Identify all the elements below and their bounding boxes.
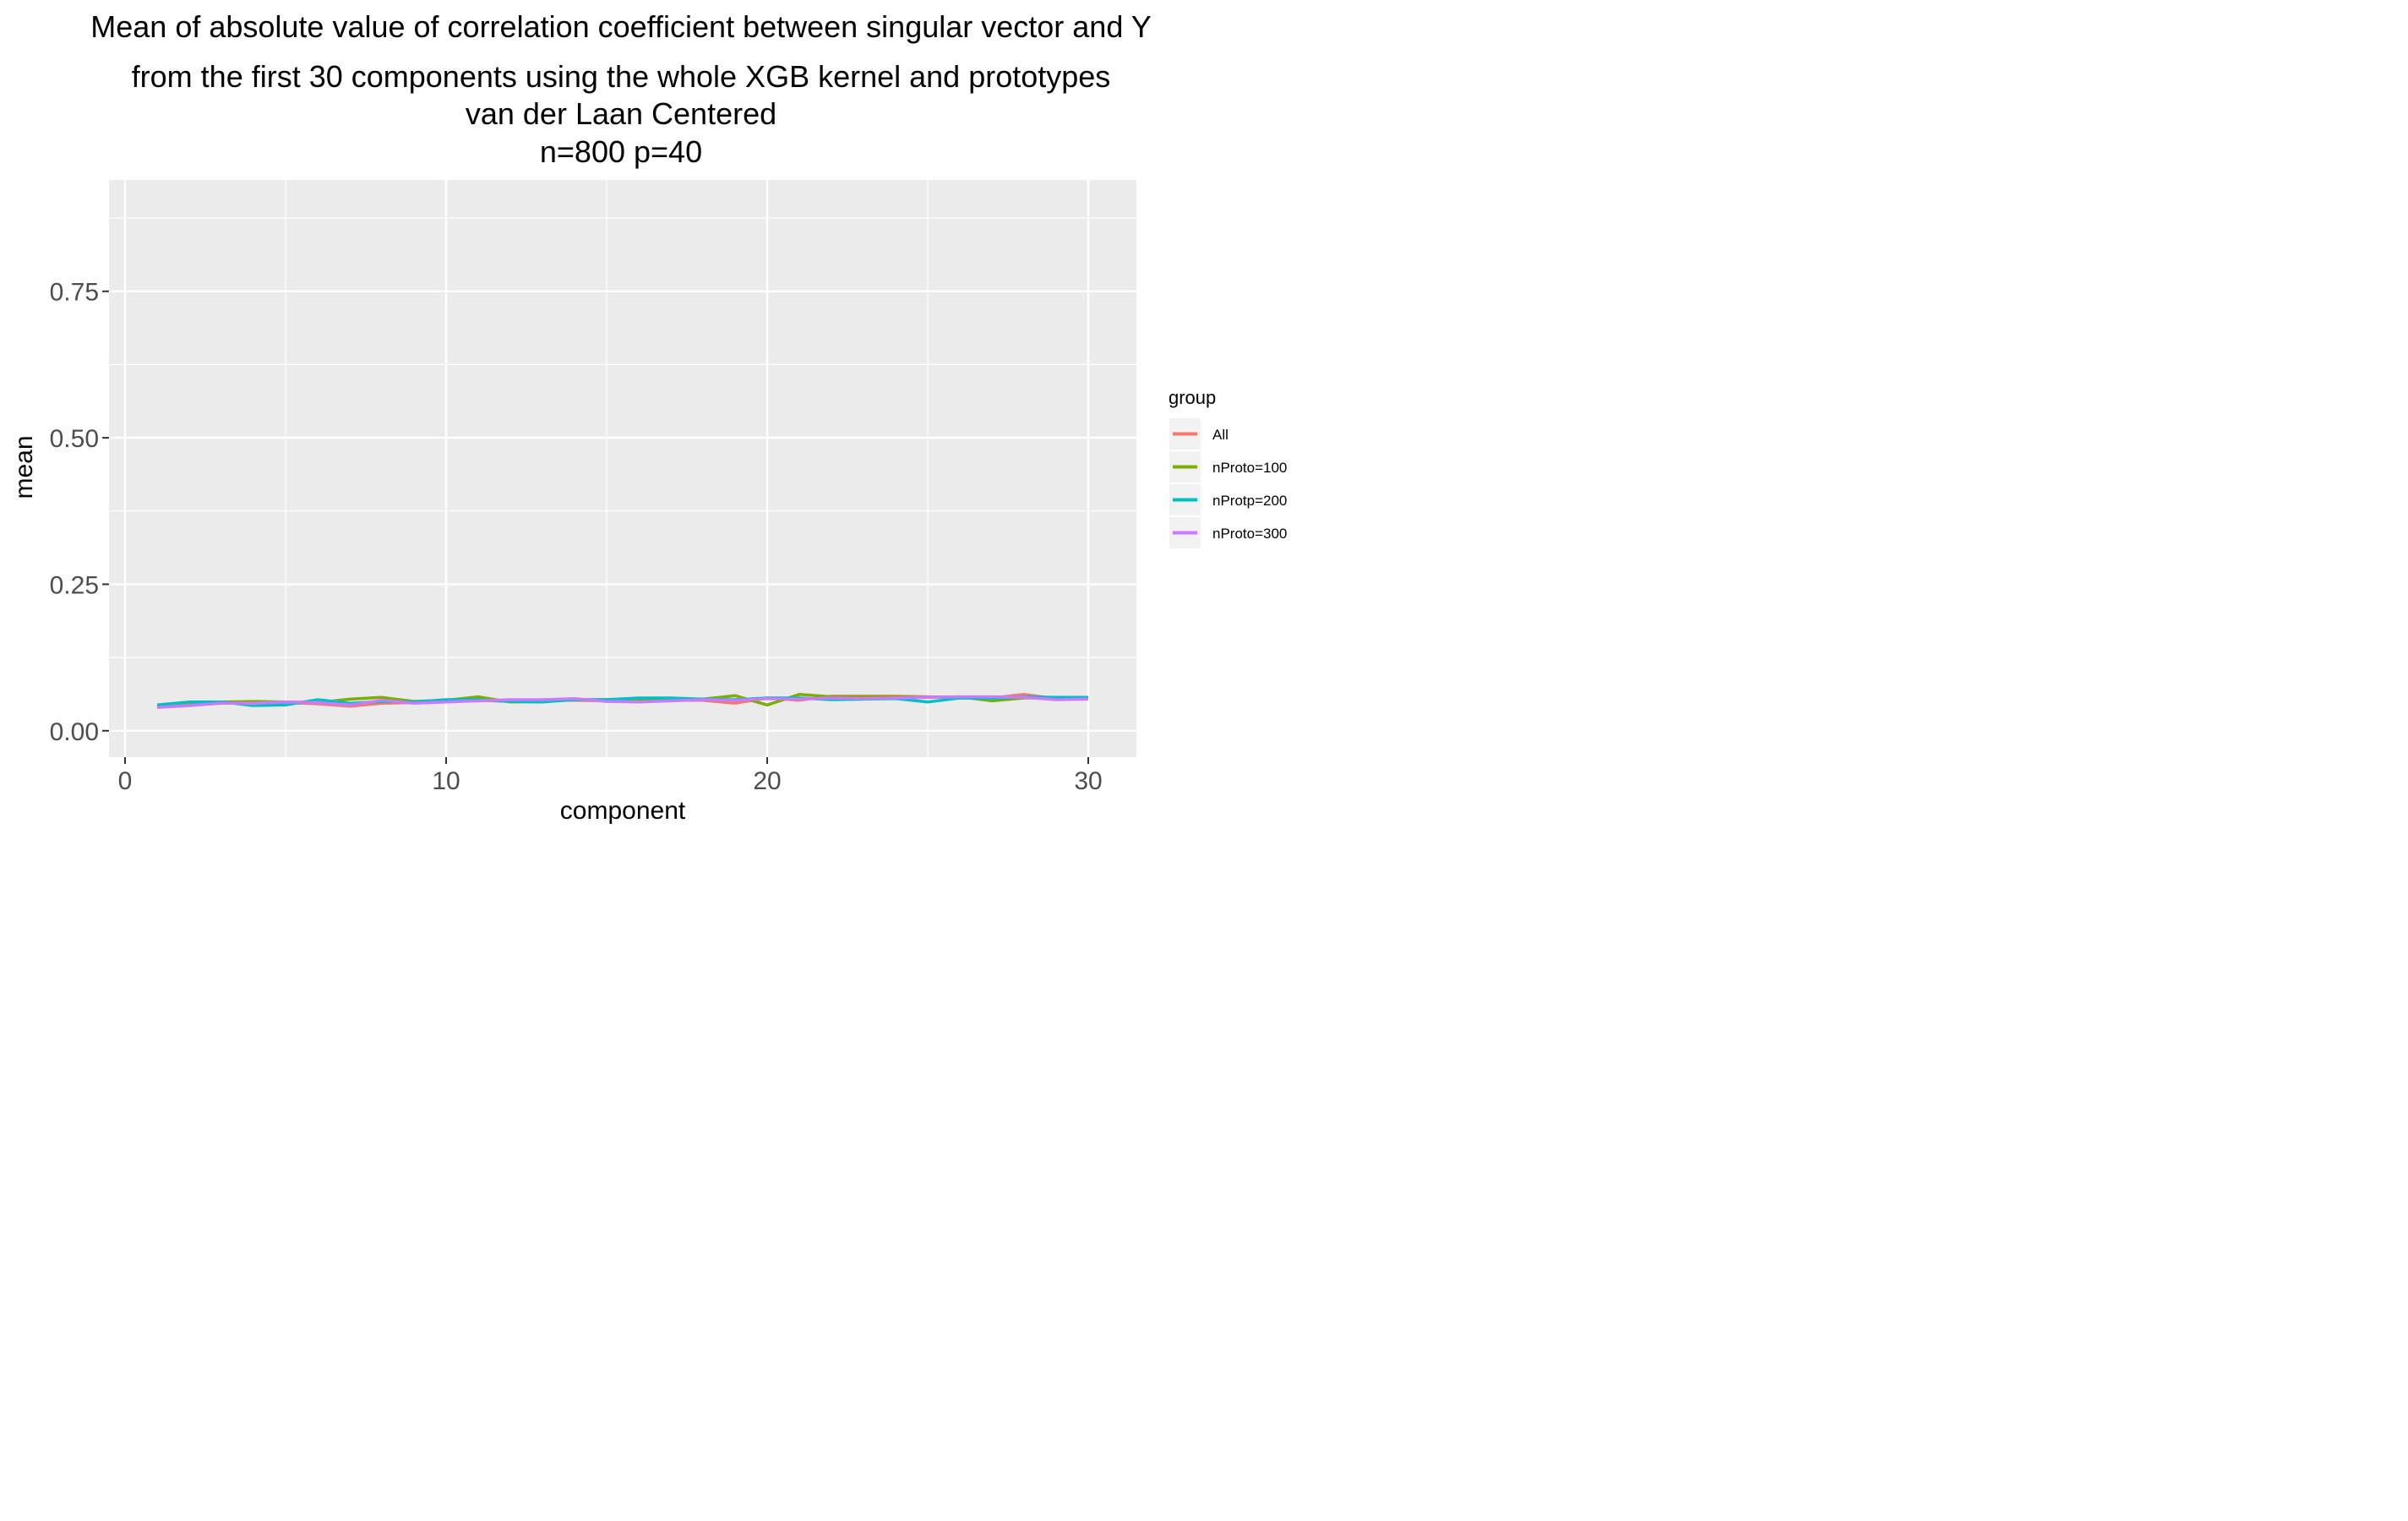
chart-title-line-1: Mean of absolute value of correlation co…: [90, 9, 1152, 44]
y-axis-title: mean: [10, 435, 38, 499]
x-axis-title: component: [560, 797, 686, 825]
y-axis-tick-labels: 0.00 0.25 0.50 0.75: [50, 279, 99, 746]
series-line-4: [156, 695, 1089, 709]
legend-label-4: nProto=300: [1212, 526, 1287, 542]
axis-ticks: [102, 290, 1089, 764]
x-axis-tick-label: 20: [753, 767, 781, 795]
major-gridlines: [109, 180, 1136, 757]
x-axis-tick-label: 0: [118, 767, 133, 795]
y-axis-tick-label: 0.50: [50, 425, 99, 453]
series-lines: [156, 693, 1089, 709]
legend-label-1: All: [1212, 427, 1229, 443]
x-axis-tick-label: 10: [432, 767, 460, 795]
legend-label-2: nProto=100: [1212, 460, 1287, 476]
minor-gridlines: [109, 180, 1136, 757]
plot-panel: [109, 180, 1136, 757]
legend: group All nProto=100 nProtp=200 nProto=300: [1169, 387, 1287, 548]
legend-title: group: [1169, 387, 1216, 408]
line-chart: 0 10 20 30 0.000.250.500.75 component mean …: [10, 180, 1287, 825]
y-axis-tick-label: 0.00: [50, 718, 99, 746]
y-axis-tick-label: 0.25: [50, 571, 99, 599]
x-axis-tick-labels: 0 10 20 30: [118, 767, 1103, 795]
series-line-3: [156, 695, 1088, 707]
y-axis-tick-label: 0.75: [50, 279, 99, 307]
x-axis-tick-label: 30: [1074, 767, 1102, 795]
chart-title-line-4: n=800 p=40: [539, 134, 703, 169]
legend-label-3: nProtp=200: [1212, 493, 1287, 509]
chart-title-line-2: from the first 30 components using the w…: [131, 59, 1111, 94]
chart-title-line-3: van der Laan Centered: [465, 96, 777, 131]
